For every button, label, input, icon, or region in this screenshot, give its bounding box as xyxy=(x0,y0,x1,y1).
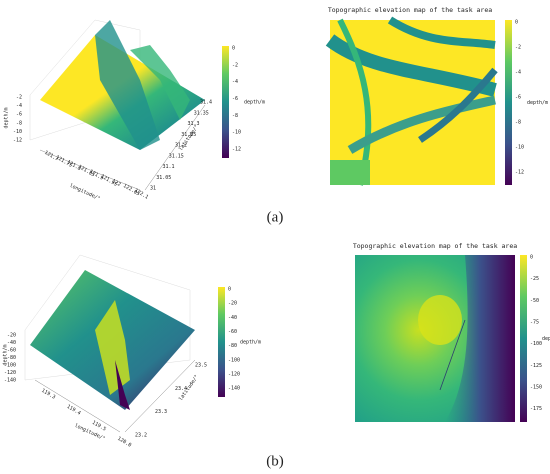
y-tick-label: 31.25 xyxy=(181,132,196,138)
colorbar-tick-label: -8 xyxy=(232,113,238,119)
colorbar-tick-label: -175 xyxy=(530,406,542,412)
y-tick-label: 31 xyxy=(150,186,156,192)
colorbar-label: depth/m xyxy=(542,336,550,342)
colorbar-tick-label: -120 xyxy=(228,372,240,378)
z-tick-label: -140 xyxy=(4,378,16,384)
x-tick-label: 119.3 xyxy=(40,388,56,401)
colorbar-label: depth/m xyxy=(240,340,261,346)
colorbar-tick-label: -2 xyxy=(515,44,521,50)
x-tick-label: 122.1 xyxy=(133,188,149,201)
y-tick-label: 23.5 xyxy=(195,363,207,369)
colorbar-tick-label: -10 xyxy=(232,130,241,136)
colorbar-tick-label: -4 xyxy=(232,79,238,85)
colorbar-tick-label: 0 xyxy=(530,255,533,261)
surface-plot-a xyxy=(29,19,206,191)
colorbar-tick-label: -75 xyxy=(530,319,539,325)
x-tick-label: 120.0 xyxy=(116,436,132,449)
z-tick-label: -60 xyxy=(7,348,16,354)
colorbar-tick-label: -20 xyxy=(228,301,237,307)
panel-label: (a) xyxy=(267,209,284,225)
colorbar-label: depth/m xyxy=(244,100,265,106)
y-tick-label: 31.15 xyxy=(169,153,184,159)
colorbar xyxy=(505,20,512,185)
z-tick-label: -8 xyxy=(16,120,22,126)
z-axis-label: depth/m xyxy=(3,344,9,365)
colorbar xyxy=(222,46,229,158)
colorbar-tick-label: -50 xyxy=(530,298,539,304)
y-tick-label: 31.4 xyxy=(200,100,212,106)
map-title: Topographic elevation map of the task ar… xyxy=(353,242,517,250)
y-tick-label: 31.35 xyxy=(194,110,209,116)
z-tick-label: -80 xyxy=(7,355,16,361)
y-tick-label: 31.3 xyxy=(188,121,200,127)
colorbar-tick-label: -12 xyxy=(515,169,524,175)
z-tick-label: -2 xyxy=(16,95,22,101)
colorbar-tick-label: 0 xyxy=(232,46,235,52)
z-tick-label: -6 xyxy=(16,112,22,118)
colorbar-tick-label: -100 xyxy=(228,357,240,363)
colorbar-tick-label: 0 xyxy=(515,20,518,26)
y-tick-label: 23.3 xyxy=(155,409,167,415)
z-tick-label: -20 xyxy=(7,333,16,339)
surface-plot-b xyxy=(24,254,196,433)
panel-label: (b) xyxy=(266,453,284,469)
z-tick-label: -40 xyxy=(7,340,16,346)
colorbar-tick-label: -6 xyxy=(232,96,238,102)
y-tick-label: 31.05 xyxy=(156,175,171,181)
colorbar-tick-label: -10 xyxy=(515,144,524,150)
x-axis-label: longitude/° xyxy=(69,183,102,202)
colorbar-tick-label: -140 xyxy=(228,386,240,392)
colorbar-tick-label: -25 xyxy=(530,276,539,282)
colorbar-tick-label: -125 xyxy=(530,363,542,369)
map-b xyxy=(355,255,515,422)
colorbar-tick-label: 0 xyxy=(228,287,231,293)
map-a xyxy=(325,16,498,186)
z-tick-label: -12 xyxy=(13,138,22,144)
colorbar-tick-label: -100 xyxy=(530,341,542,347)
y-tick-label: 23.4 xyxy=(175,386,187,392)
z-tick-label: -100 xyxy=(4,363,16,369)
z-tick-label: -120 xyxy=(4,370,16,376)
colorbar-tick-label: -12 xyxy=(232,147,241,153)
colorbar xyxy=(218,287,225,397)
colorbar-tick-label: -40 xyxy=(228,315,237,321)
x-tick-label: 119.4 xyxy=(66,404,82,417)
colorbar-tick-label: -8 xyxy=(515,119,521,125)
colorbar-tick-label: -4 xyxy=(515,69,521,75)
colorbar-tick-label: -60 xyxy=(228,329,237,335)
colorbar-tick-label: -6 xyxy=(515,94,521,100)
colorbar-tick-label: -150 xyxy=(530,384,542,390)
colorbar xyxy=(520,255,527,422)
z-tick-label: -10 xyxy=(13,129,22,135)
y-tick-label: 23.2 xyxy=(135,433,147,439)
z-axis-label: depth/m xyxy=(4,107,10,128)
y-axis-label: latitude/° xyxy=(178,124,200,152)
colorbar-tick-label: -80 xyxy=(228,343,237,349)
z-tick-label: -4 xyxy=(16,103,22,109)
colorbar-tick-label: -2 xyxy=(232,62,238,68)
y-tick-label: 31.1 xyxy=(163,164,175,170)
y-tick-label: 31.2 xyxy=(175,143,187,149)
x-tick-label: 122 xyxy=(111,178,122,188)
map-title: Topographic elevation map of the task ar… xyxy=(328,6,492,14)
colorbar-label: depth/m xyxy=(527,100,548,106)
